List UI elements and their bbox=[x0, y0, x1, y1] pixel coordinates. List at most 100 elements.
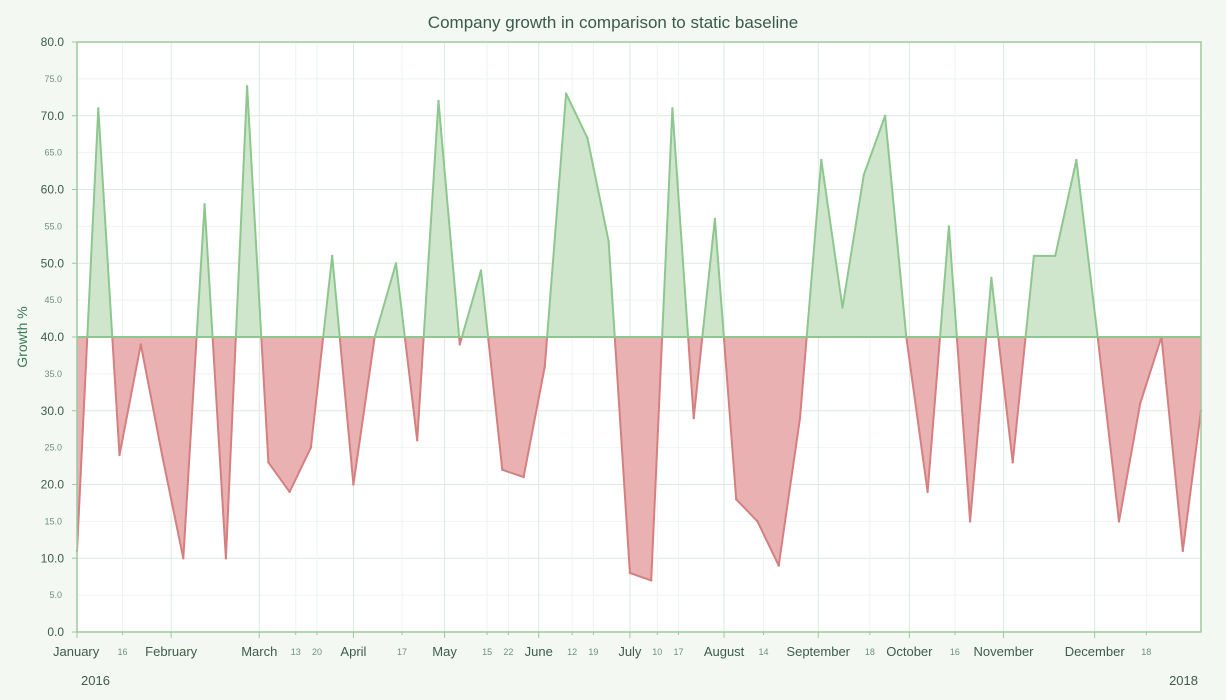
data-point bbox=[820, 158, 823, 162]
data-point bbox=[501, 468, 504, 471]
data-point bbox=[139, 343, 142, 346]
x-minor-tick-label: 18 bbox=[1141, 647, 1151, 657]
area-below-baseline bbox=[77, 337, 1201, 581]
series-line-below bbox=[77, 337, 1201, 582]
x-minor-tick-label: 18 bbox=[865, 647, 875, 657]
data-point bbox=[628, 571, 632, 575]
y-minor-tick-label: 25.0 bbox=[44, 443, 62, 453]
y-minor-tick-label: 35.0 bbox=[44, 369, 62, 379]
data-point bbox=[1139, 402, 1142, 405]
data-point bbox=[841, 306, 844, 309]
data-point bbox=[245, 85, 249, 88]
data-point bbox=[522, 475, 525, 479]
area-above-baseline bbox=[77, 86, 1201, 337]
x-minor-tick-label: 16 bbox=[950, 647, 960, 657]
y-minor-tick-label: 45.0 bbox=[44, 295, 62, 305]
x-minor-tick-label: 17 bbox=[673, 647, 683, 657]
y-tick-label: 60.0 bbox=[41, 183, 65, 197]
x-tick-label: April bbox=[340, 644, 366, 659]
x-tick-label: November bbox=[974, 644, 1035, 659]
data-point bbox=[437, 99, 440, 103]
y-minor-tick-label: 55.0 bbox=[44, 221, 62, 231]
y-minor-tick-label: 15.0 bbox=[44, 516, 62, 526]
data-point bbox=[735, 498, 738, 501]
data-point bbox=[926, 490, 929, 494]
y-tick-label: 50.0 bbox=[41, 256, 65, 270]
data-point bbox=[267, 461, 270, 464]
data-point bbox=[479, 269, 483, 272]
x-tick-label: September bbox=[786, 644, 850, 659]
x-minor-tick-label: 19 bbox=[588, 647, 598, 657]
y-tick-label: 80.0 bbox=[41, 35, 65, 49]
data-point bbox=[394, 262, 398, 265]
data-point bbox=[1032, 254, 1036, 258]
x-tick-label: December bbox=[1065, 644, 1126, 659]
x-tick-label: August bbox=[704, 644, 745, 659]
x-tick-label: October bbox=[886, 644, 933, 659]
data-point bbox=[692, 416, 695, 420]
y-tick-label: 40.0 bbox=[41, 330, 65, 344]
x-tick-label: February bbox=[145, 644, 198, 659]
data-point bbox=[607, 239, 610, 243]
data-point bbox=[352, 483, 355, 486]
data-point bbox=[586, 136, 589, 140]
x-minor-tick-label: 22 bbox=[503, 647, 513, 657]
y-tick-label: 0.0 bbox=[47, 625, 64, 639]
data-point bbox=[224, 557, 228, 560]
data-point bbox=[671, 107, 674, 110]
y-minor-tick-label: 65.0 bbox=[44, 148, 62, 158]
data-point bbox=[331, 254, 334, 258]
data-point bbox=[713, 217, 717, 221]
y-minor-tick-label: 5.0 bbox=[49, 590, 62, 600]
x-tick-label: June bbox=[525, 644, 553, 659]
data-point bbox=[458, 343, 461, 346]
data-point bbox=[968, 520, 972, 523]
data-point bbox=[564, 92, 568, 95]
y-tick-label: 20.0 bbox=[41, 478, 65, 492]
data-point bbox=[862, 173, 865, 176]
x-minor-tick-label: 12 bbox=[567, 647, 577, 657]
data-point bbox=[182, 557, 185, 560]
x-tick-label: January bbox=[53, 644, 100, 659]
data-point bbox=[1117, 520, 1121, 523]
y-minor-tick-label: 75.0 bbox=[44, 74, 62, 84]
x-tick-label: March bbox=[241, 644, 277, 659]
data-point bbox=[97, 107, 100, 110]
data-point bbox=[1054, 254, 1057, 258]
data-point bbox=[777, 564, 780, 567]
data-point bbox=[416, 439, 419, 442]
data-point bbox=[990, 276, 993, 280]
x-minor-tick-label: 20 bbox=[312, 647, 322, 657]
data-point bbox=[309, 446, 313, 449]
data-point bbox=[1181, 549, 1185, 553]
y-axis-label: Growth % bbox=[14, 306, 30, 367]
data-point bbox=[798, 416, 802, 420]
data-point bbox=[160, 453, 164, 457]
y-tick-label: 10.0 bbox=[41, 551, 65, 565]
chart-title: Company growth in comparison to static b… bbox=[428, 13, 798, 32]
year-label: 2016 bbox=[81, 673, 110, 688]
x-minor-tick-label: 16 bbox=[118, 647, 128, 657]
data-point bbox=[288, 490, 291, 494]
data-point bbox=[203, 203, 206, 206]
y-tick-label: 30.0 bbox=[41, 404, 65, 418]
x-tick-label: May bbox=[432, 644, 457, 659]
data-point bbox=[883, 114, 887, 118]
x-tick-label: July bbox=[618, 644, 642, 659]
x-minor-tick-label: 13 bbox=[291, 647, 301, 657]
data-point bbox=[650, 579, 653, 582]
data-point bbox=[1011, 461, 1014, 464]
x-minor-tick-label: 15 bbox=[482, 647, 492, 657]
x-minor-tick-label: 17 bbox=[397, 647, 407, 657]
year-label: 2018 bbox=[1169, 673, 1198, 688]
data-point bbox=[756, 520, 759, 523]
data-point bbox=[1075, 158, 1078, 162]
data-point bbox=[543, 365, 546, 368]
x-minor-tick-label: 10 bbox=[652, 647, 662, 657]
data-point bbox=[118, 453, 121, 457]
y-tick-label: 70.0 bbox=[41, 109, 65, 123]
x-minor-tick-label: 14 bbox=[759, 647, 769, 657]
data-point bbox=[947, 225, 951, 228]
